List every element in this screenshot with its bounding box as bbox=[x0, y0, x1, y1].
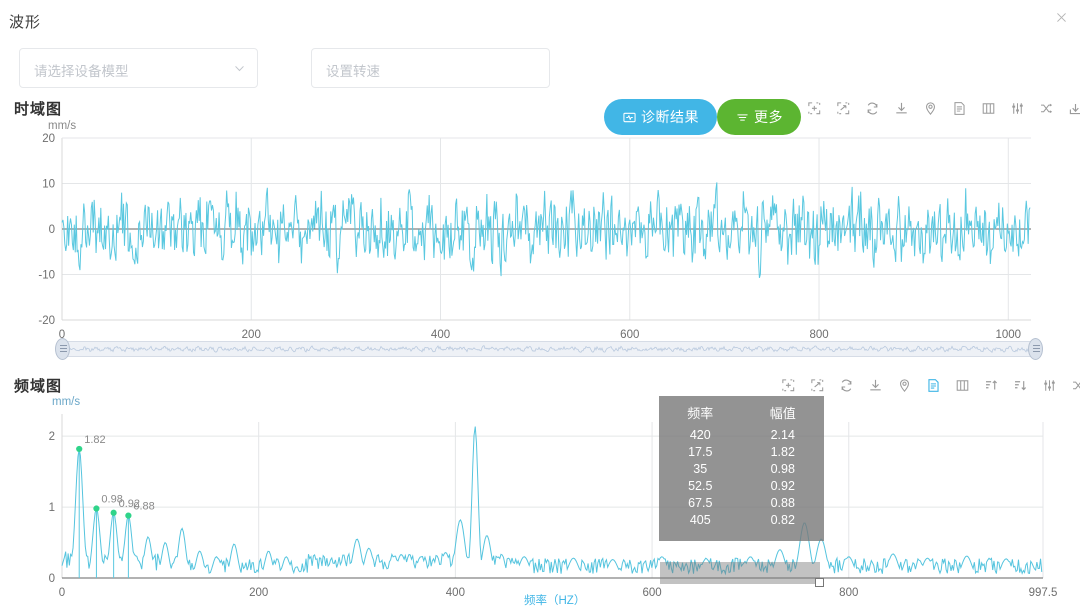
shuffle-icon[interactable] bbox=[1070, 377, 1080, 394]
tooltip-header-amp: 幅值 bbox=[769, 406, 796, 421]
refresh-icon[interactable] bbox=[864, 100, 881, 117]
time-domain-chart[interactable]: -20 -10 0 10 20 0 200 400 600 800 1000 bbox=[0, 118, 1080, 358]
sort-asc-icon[interactable] bbox=[983, 377, 1000, 394]
chevron-down-icon bbox=[234, 63, 245, 74]
svg-text:-10: -10 bbox=[38, 270, 55, 282]
freq-chart-title: 频域图 bbox=[14, 378, 63, 395]
svg-text:0.88: 0.88 bbox=[133, 501, 154, 513]
tooltip-cell-freq: 52.5 bbox=[688, 478, 713, 493]
tooltip-row: 17.5 1.82 bbox=[659, 443, 824, 460]
frequency-domain-chart[interactable]: 0 1 2 0 200 400 600 800 997.5 1.82 0.98 0.92 0.88 bbox=[0, 392, 1080, 607]
time-chart-datazoom-slider[interactable] bbox=[55, 338, 1043, 360]
svg-text:1000: 1000 bbox=[995, 329, 1021, 341]
datazoom-handle-left[interactable] bbox=[55, 338, 70, 360]
svg-text:997.5: 997.5 bbox=[1029, 587, 1058, 599]
svg-text:400: 400 bbox=[431, 329, 450, 341]
tooltip-cell-amp: 0.82 bbox=[770, 512, 795, 527]
close-icon[interactable] bbox=[1051, 10, 1071, 30]
svg-text:800: 800 bbox=[809, 329, 828, 341]
zoom-restore-icon[interactable] bbox=[809, 377, 826, 394]
data-view-icon[interactable] bbox=[925, 377, 942, 394]
time-chart-title: 时域图 bbox=[14, 101, 63, 118]
svg-text:400: 400 bbox=[446, 587, 465, 599]
bar-columns-icon[interactable] bbox=[954, 377, 971, 394]
tooltip-row: 52.5 0.92 bbox=[659, 477, 824, 494]
zoom-area-icon[interactable] bbox=[780, 377, 797, 394]
settings-sliders-icon[interactable] bbox=[1009, 100, 1026, 117]
svg-text:200: 200 bbox=[249, 587, 268, 599]
tooltip-cell-amp: 0.92 bbox=[770, 478, 795, 493]
tooltip-cell-amp: 0.98 bbox=[770, 461, 795, 476]
page-title: 波形 bbox=[9, 14, 42, 31]
svg-text:0: 0 bbox=[59, 587, 65, 599]
tooltip-cell-freq: 35 bbox=[693, 461, 708, 476]
more-button[interactable]: 更多 bbox=[717, 99, 801, 135]
freq-chart-xaxis-label: 频率（HZ） bbox=[524, 595, 586, 607]
more-label: 更多 bbox=[754, 109, 783, 125]
zoom-area-icon[interactable] bbox=[806, 100, 823, 117]
datazoom-handle-right[interactable] bbox=[1028, 338, 1043, 360]
marker-pin-icon[interactable] bbox=[896, 377, 913, 394]
save-icon[interactable] bbox=[1067, 100, 1080, 117]
tooltip-cell-freq: 17.5 bbox=[688, 444, 713, 459]
speed-placeholder: 设置转速 bbox=[326, 64, 380, 79]
svg-text:0: 0 bbox=[49, 573, 55, 585]
device-model-placeholder: 请选择设备模型 bbox=[34, 64, 129, 79]
diagnosis-result-button[interactable]: 诊断结果 bbox=[604, 99, 717, 135]
freq-chart-brush-handle[interactable] bbox=[815, 578, 824, 587]
freq-chart-brush-selection[interactable] bbox=[660, 562, 820, 584]
tooltip-body: 420 2.14 17.5 1.82 35 0.98 52.5 0.92 67.5 0.88 405… bbox=[659, 426, 824, 528]
refresh-icon[interactable] bbox=[838, 377, 855, 394]
diagnosis-result-label: 诊断结果 bbox=[641, 109, 699, 125]
svg-text:600: 600 bbox=[620, 329, 639, 341]
svg-text:0: 0 bbox=[59, 329, 65, 341]
tooltip-row: 67.5 0.88 bbox=[659, 494, 824, 511]
freq-chart-toolbar bbox=[780, 377, 1080, 394]
bar-columns-icon[interactable] bbox=[980, 100, 997, 117]
datazoom-track[interactable] bbox=[57, 341, 1041, 357]
tooltip-row: 35 0.98 bbox=[659, 460, 824, 477]
svg-text:800: 800 bbox=[839, 587, 858, 599]
sort-desc-icon[interactable] bbox=[1012, 377, 1029, 394]
data-view-icon[interactable] bbox=[951, 100, 968, 117]
svg-text:-20: -20 bbox=[38, 315, 55, 327]
svg-text:2: 2 bbox=[49, 431, 55, 443]
tooltip-cell-amp: 1.82 bbox=[770, 444, 795, 459]
svg-text:10: 10 bbox=[42, 179, 55, 191]
tooltip-cell-freq: 67.5 bbox=[688, 495, 713, 510]
time-chart-toolbar bbox=[806, 100, 1080, 117]
svg-text:0.98: 0.98 bbox=[101, 494, 122, 506]
tooltip-header-row: 频率 幅值 bbox=[659, 401, 824, 426]
tooltip-table: 频率 幅值 420 2.14 17.5 1.82 35 0.98 52.5 0.92 67.5 0… bbox=[659, 401, 824, 528]
tooltip-cell-freq: 405 bbox=[689, 512, 711, 527]
tooltip-row: 405 0.82 bbox=[659, 511, 824, 528]
marker-pin-icon[interactable] bbox=[922, 100, 939, 117]
download-icon[interactable] bbox=[893, 100, 910, 117]
filter-bar: 请选择设备模型 设置转速 诊断结果 更多 bbox=[0, 48, 1080, 135]
svg-text:600: 600 bbox=[642, 587, 661, 599]
tooltip-cell-amp: 0.88 bbox=[770, 495, 795, 510]
zoom-restore-icon[interactable] bbox=[835, 100, 852, 117]
menu-icon bbox=[735, 110, 749, 124]
svg-text:0: 0 bbox=[49, 224, 55, 236]
svg-text:20: 20 bbox=[42, 133, 55, 145]
freq-chart-tooltip: 频率 幅值 420 2.14 17.5 1.82 35 0.98 52.5 0.92 67.5 0… bbox=[659, 396, 824, 541]
time-chart-unit: mm/s bbox=[48, 120, 77, 132]
diagnosis-icon bbox=[622, 110, 636, 124]
speed-input[interactable]: 设置转速 bbox=[311, 48, 550, 88]
device-model-select[interactable]: 请选择设备模型 bbox=[19, 48, 258, 88]
settings-sliders-icon[interactable] bbox=[1041, 377, 1058, 394]
svg-text:1.82: 1.82 bbox=[84, 434, 105, 446]
svg-text:0.92: 0.92 bbox=[119, 498, 140, 510]
tooltip-row: 420 2.14 bbox=[659, 426, 824, 443]
svg-text:200: 200 bbox=[242, 329, 261, 341]
download-icon[interactable] bbox=[867, 377, 884, 394]
shuffle-icon[interactable] bbox=[1038, 100, 1055, 117]
tooltip-cell-freq: 420 bbox=[689, 427, 711, 442]
tooltip-cell-amp: 2.14 bbox=[770, 427, 795, 442]
svg-text:1: 1 bbox=[49, 502, 55, 514]
tooltip-header-freq: 频率 bbox=[687, 406, 714, 421]
freq-chart-unit: mm/s bbox=[52, 396, 81, 408]
